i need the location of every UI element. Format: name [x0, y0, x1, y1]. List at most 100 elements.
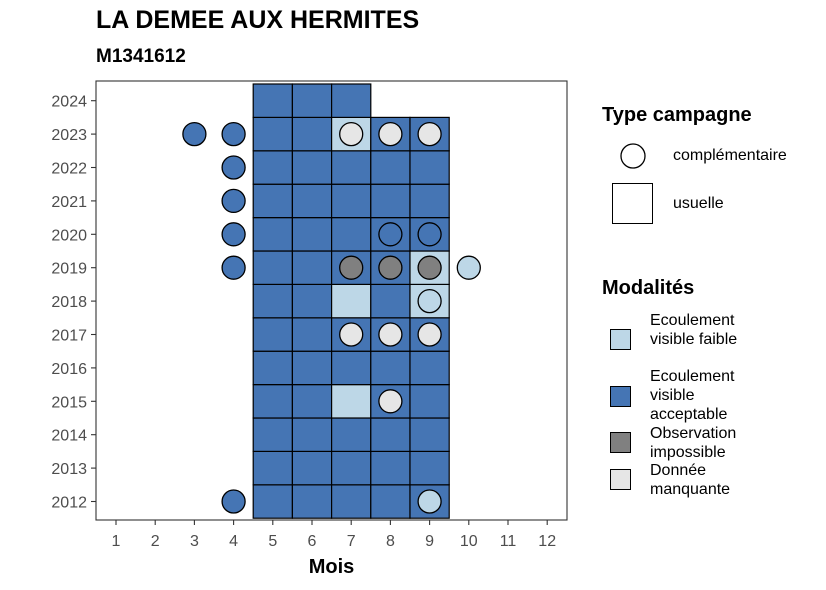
- tile-2019-6: [291, 250, 333, 286]
- tile-2014-9: [409, 417, 450, 453]
- x-axis-title: Mois: [309, 556, 355, 578]
- tile-2012-7: [331, 484, 372, 519]
- x-tick-label-10: 10: [460, 533, 478, 550]
- y-tick-label-2013: 2013: [51, 461, 87, 478]
- tile-2023-5: [252, 116, 293, 152]
- legend-modalites-title: Modalités: [602, 277, 695, 299]
- point-2017-9: [417, 322, 442, 347]
- legend-campaign-label-complementaire: complémentaire: [673, 147, 787, 164]
- x-tick-label-11: 11: [500, 533, 517, 550]
- point-2019-8: [378, 255, 403, 280]
- point-2023-7: [339, 121, 364, 147]
- point-2021-4: [221, 188, 246, 214]
- y-tick-label-2019: 2019: [51, 261, 87, 278]
- point-2017-7: [339, 322, 364, 347]
- legend-circle-icon: [620, 143, 646, 169]
- tile-2013-5: [252, 450, 293, 486]
- y-tick-label-2023: 2023: [51, 127, 87, 144]
- tile-2012-8: [370, 484, 411, 519]
- tile-2018-8: [370, 283, 411, 319]
- tile-2016-8: [370, 350, 411, 386]
- tile-2016-5: [252, 350, 293, 386]
- point-2023-4: [221, 121, 246, 147]
- tile-2021-6: [291, 183, 333, 219]
- tile-2017-5: [252, 317, 293, 352]
- y-tick-label-2022: 2022: [51, 161, 87, 178]
- y-tick-label-2024: 2024: [51, 94, 87, 111]
- point-2022-4: [221, 155, 246, 180]
- tile-2014-6: [291, 417, 333, 453]
- y-tick-label-2021: 2021: [51, 194, 87, 211]
- tile-2014-8: [370, 417, 411, 453]
- tile-2024-6: [291, 83, 333, 119]
- legend-label-faible: Ecoulement visible faible: [650, 312, 738, 348]
- y-tick-label-2020: 2020: [51, 227, 87, 244]
- tile-2016-9: [409, 350, 450, 386]
- tile-2013-9: [409, 450, 450, 486]
- x-tick-label-9: 9: [425, 533, 434, 550]
- x-tick-label-6: 6: [308, 533, 317, 550]
- point-2012-9: [417, 489, 442, 514]
- tile-2013-8: [370, 450, 411, 486]
- point-2019-10: [456, 255, 481, 280]
- tile-2018-7: [331, 283, 372, 319]
- tile-2023-6: [291, 116, 333, 152]
- x-tick-label-4: 4: [229, 533, 238, 550]
- legend-key-acceptable: [610, 386, 631, 407]
- tile-2022-6: [291, 150, 333, 185]
- legend-label-manquante: Donnée manquante: [650, 462, 731, 498]
- tile-2018-5: [252, 283, 293, 319]
- y-tick-label-2018: 2018: [51, 294, 87, 311]
- x-tick-label-12: 12: [538, 533, 556, 550]
- legend-key-manquante: [610, 469, 631, 490]
- y-tick-label-2016: 2016: [51, 361, 87, 378]
- tile-2015-9: [409, 384, 450, 419]
- tile-2021-7: [331, 183, 372, 219]
- point-2017-8: [378, 322, 403, 347]
- point-2012-4: [221, 489, 246, 514]
- point-2019-9: [417, 255, 442, 280]
- legend-campaign-label-usuelle: usuelle: [673, 195, 724, 212]
- point-2023-8: [378, 121, 403, 147]
- y-tick-label-2017: 2017: [51, 328, 87, 345]
- tile-2022-9: [409, 150, 450, 185]
- point-2023-3: [182, 121, 207, 147]
- tile-2020-5: [252, 217, 293, 252]
- tile-2021-5: [252, 183, 293, 219]
- point-2020-8: [378, 222, 403, 247]
- tile-2015-5: [252, 384, 293, 419]
- y-tick-label-2015: 2015: [51, 394, 87, 411]
- tile-2019-5: [252, 250, 293, 286]
- tile-2020-7: [331, 217, 372, 252]
- tile-2013-7: [331, 450, 372, 486]
- point-2019-7: [339, 255, 364, 280]
- tile-2014-5: [252, 417, 293, 453]
- x-tick-label-8: 8: [386, 533, 395, 550]
- tile-2022-8: [370, 150, 411, 185]
- tile-2024-5: [252, 83, 293, 119]
- legend-label-acceptable: Ecoulement visible acceptable: [650, 368, 735, 423]
- x-tick-label-7: 7: [347, 533, 356, 550]
- tile-2021-9: [409, 183, 450, 219]
- tile-2024-7: [331, 83, 372, 119]
- tile-2016-7: [331, 350, 372, 386]
- point-2019-4: [221, 255, 246, 280]
- x-tick-label-5: 5: [268, 533, 277, 550]
- legend-label-impossible: Observation impossible: [650, 425, 737, 461]
- tile-2022-7: [331, 150, 372, 185]
- tile-2015-6: [291, 384, 333, 419]
- point-2018-9: [417, 288, 442, 314]
- legend-square-icon: [612, 183, 653, 224]
- tile-2018-6: [291, 283, 333, 319]
- point-2015-8: [378, 389, 403, 414]
- tile-2015-7: [331, 384, 372, 419]
- tile-2021-8: [370, 183, 411, 219]
- tile-2016-6: [291, 350, 333, 386]
- x-tick-label-3: 3: [190, 533, 199, 550]
- tile-2013-6: [291, 450, 333, 486]
- tile-2012-6: [291, 484, 333, 519]
- chart-title: LA DEMEE AUX HERMITES: [96, 6, 420, 34]
- x-tick-label-1: 1: [112, 533, 121, 550]
- x-tick-label-2: 2: [151, 533, 160, 550]
